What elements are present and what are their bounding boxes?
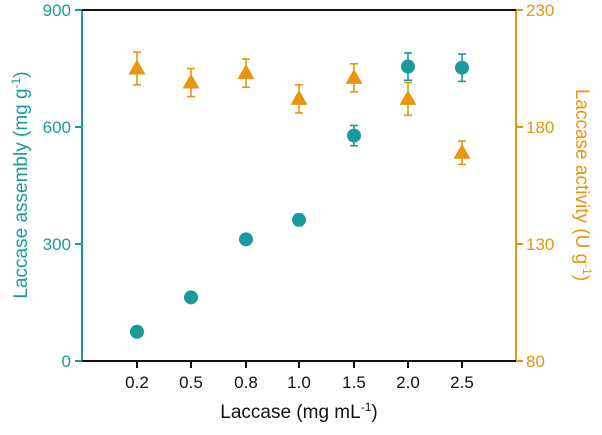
right-tick-label: 230 [526,1,554,20]
activity-point [182,73,200,89]
activity-point [345,68,363,84]
assembly-point [292,212,306,227]
activity-point [128,59,146,75]
left-axis-title-text: Laccase assembly (mg g [11,88,32,298]
axes-layer [81,9,517,362]
x-tick-label: 1.5 [342,373,366,392]
left-tick-label: 0 [62,352,71,371]
x-axis-title: Laccase (mg mL-1) [220,400,377,423]
activity-point [290,89,308,105]
right-tick-label: 180 [526,118,554,137]
assembly-point [130,324,144,339]
x-tick-label: 0.2 [125,373,149,392]
left-axis-title-end: ) [11,71,32,77]
ticks-layer: 0 300 600 900 80 130 180 230 0.2 0.5 0.8 1.0 1.5 2.0 2… [43,1,555,392]
left-tick-label: 900 [43,1,71,20]
x-tick-label: 2.0 [396,373,420,392]
x-tick-label: 0.8 [234,373,258,392]
assembly-point [455,60,469,75]
x-axis-title-end: ) [371,402,377,423]
left-axis-title: Laccase assembly (mg g-1) [9,71,32,298]
x-tick-label: 2.5 [450,373,474,392]
right-axis-title-text: Laccase activity (U g [571,89,592,264]
activity-point [237,64,255,80]
right-tick-label: 80 [526,352,545,371]
activity-point [453,143,471,159]
series-activity [128,51,471,166]
assembly-point [184,290,198,305]
x-axis-title-text: Laccase (mg mL [220,402,360,423]
x-tick-label: 1.0 [287,373,311,392]
left-tick-label: 300 [43,235,71,254]
marks-layer [128,51,471,339]
series-assembly [130,52,469,339]
left-axis-title-sup: -1 [9,77,23,88]
assembly-point [347,128,361,143]
left-tick-label: 600 [43,118,71,137]
activity-point [399,89,417,105]
right-tick-label: 130 [526,235,554,254]
assembly-point [401,59,415,74]
x-axis-title-sup: -1 [361,400,372,414]
right-axis-title-sup: -1 [580,264,594,275]
right-axis-title: Laccase activity (U g-1) [571,89,594,281]
right-axis-title-end: ) [571,275,592,281]
x-tick-label: 0.5 [179,373,203,392]
assembly-point [239,232,253,247]
